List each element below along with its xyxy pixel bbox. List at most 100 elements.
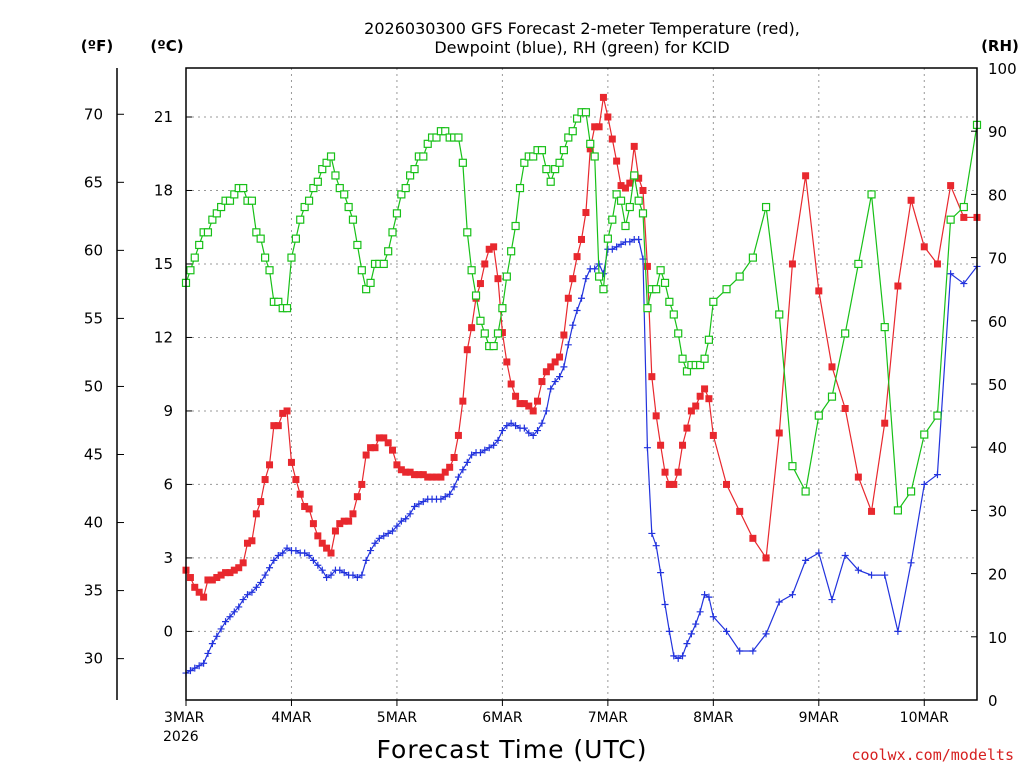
dewpoint-point (657, 569, 665, 577)
dewpoint-point (384, 529, 392, 537)
temperature-point (424, 473, 432, 481)
x-year-label: 2026 (163, 729, 199, 745)
c-tick-label: 15 (154, 255, 173, 273)
rh-point (247, 196, 257, 205)
dewpoint-point (701, 591, 709, 599)
rh-point (304, 196, 314, 205)
rh-point (340, 190, 349, 199)
rh-point (195, 240, 204, 250)
series-red (182, 93, 981, 601)
dewpoint-point (498, 427, 506, 435)
temperature-point (604, 113, 612, 121)
temperature-point (318, 539, 326, 547)
rh-point (322, 158, 331, 167)
rh-point (906, 487, 916, 496)
temperature-point (569, 275, 577, 283)
rh-point (656, 266, 665, 275)
chart-title-line2: Dewpoint (blue), RH (green) for KCID (434, 38, 729, 57)
temperature-point (243, 539, 251, 547)
rh-point (296, 215, 305, 224)
temperature-point (309, 520, 317, 528)
temperature-point (235, 564, 243, 572)
dewpoint-point (441, 493, 449, 501)
c-tick-label: 3 (163, 549, 173, 567)
temperature-point (564, 294, 572, 302)
dewpoint-point (437, 495, 445, 503)
rh-point (704, 335, 714, 344)
temperature-point (788, 260, 796, 268)
rh-point (212, 209, 221, 218)
dewpoint-point (652, 542, 660, 550)
temperature-point (257, 498, 265, 506)
temperature-point (367, 444, 375, 452)
x-tick-label: 4MAR (271, 710, 312, 726)
temperature-point (854, 473, 862, 481)
rh-point (867, 190, 876, 199)
dewpoint-point (305, 551, 313, 559)
dewpoint-point (749, 647, 757, 655)
rh-point (674, 329, 683, 338)
temperature-point (657, 441, 665, 449)
rh-point (652, 285, 661, 294)
dewpoint-point (270, 556, 278, 564)
temperature-point (665, 480, 673, 488)
temperature-point (468, 324, 476, 332)
temperature-point (868, 507, 876, 515)
temperature-point (648, 373, 656, 381)
dewpoint-point (608, 245, 616, 253)
dewpoint-point (705, 593, 713, 601)
temperature-point (617, 182, 625, 190)
dewpoint-point (309, 556, 317, 564)
rh-point (300, 202, 309, 212)
temperature-point (679, 441, 687, 449)
rh-point (291, 234, 300, 243)
rh-point (190, 253, 199, 262)
rh-point (419, 152, 428, 161)
x-tick-label: 10MAR (900, 710, 949, 726)
temperature-point (626, 179, 634, 187)
dewpoint-point (947, 270, 955, 278)
rh-point (709, 297, 718, 306)
dewpoint-point (507, 419, 515, 427)
rh-point (827, 392, 837, 401)
rh-point (392, 209, 402, 218)
temperature-point (204, 576, 212, 584)
f-tick-label: 45 (84, 445, 103, 463)
temperature-point (200, 593, 208, 601)
temperature-point (586, 145, 594, 153)
temperature-point (933, 260, 941, 268)
dewpoint-point (230, 608, 238, 616)
dewpoint-point (323, 574, 331, 582)
temperature-point (608, 135, 616, 143)
dewpoint-point (525, 429, 533, 437)
temperature-point (415, 471, 423, 479)
rh-point (559, 146, 568, 155)
temperature-point (490, 243, 498, 251)
data-series (181, 93, 982, 677)
rh-point (542, 165, 551, 174)
rh-point (814, 411, 823, 420)
dewpoint-point (200, 659, 208, 667)
temperature-point (454, 431, 462, 439)
temperature-point (485, 245, 493, 253)
rh-point (309, 183, 318, 193)
temperature-point (270, 422, 278, 430)
temperature-point (670, 480, 678, 488)
rh-point (217, 202, 226, 212)
dewpoint-point (371, 539, 379, 547)
rh-point (335, 183, 344, 193)
rh-point (348, 215, 358, 224)
rh-point (608, 215, 617, 224)
rh-point (366, 278, 375, 287)
rh-point (643, 304, 652, 313)
dewpoint-point (217, 625, 225, 633)
rh-tick-label: 50 (988, 376, 1007, 394)
dewpoint-point (674, 654, 682, 662)
f-tick-label: 50 (84, 377, 103, 395)
temperature-point (213, 574, 221, 582)
dewpoint-point (481, 446, 489, 454)
temperature-point (613, 157, 621, 165)
rh-point (410, 165, 419, 174)
rh-point (568, 127, 577, 136)
dewpoint-point (362, 556, 370, 564)
